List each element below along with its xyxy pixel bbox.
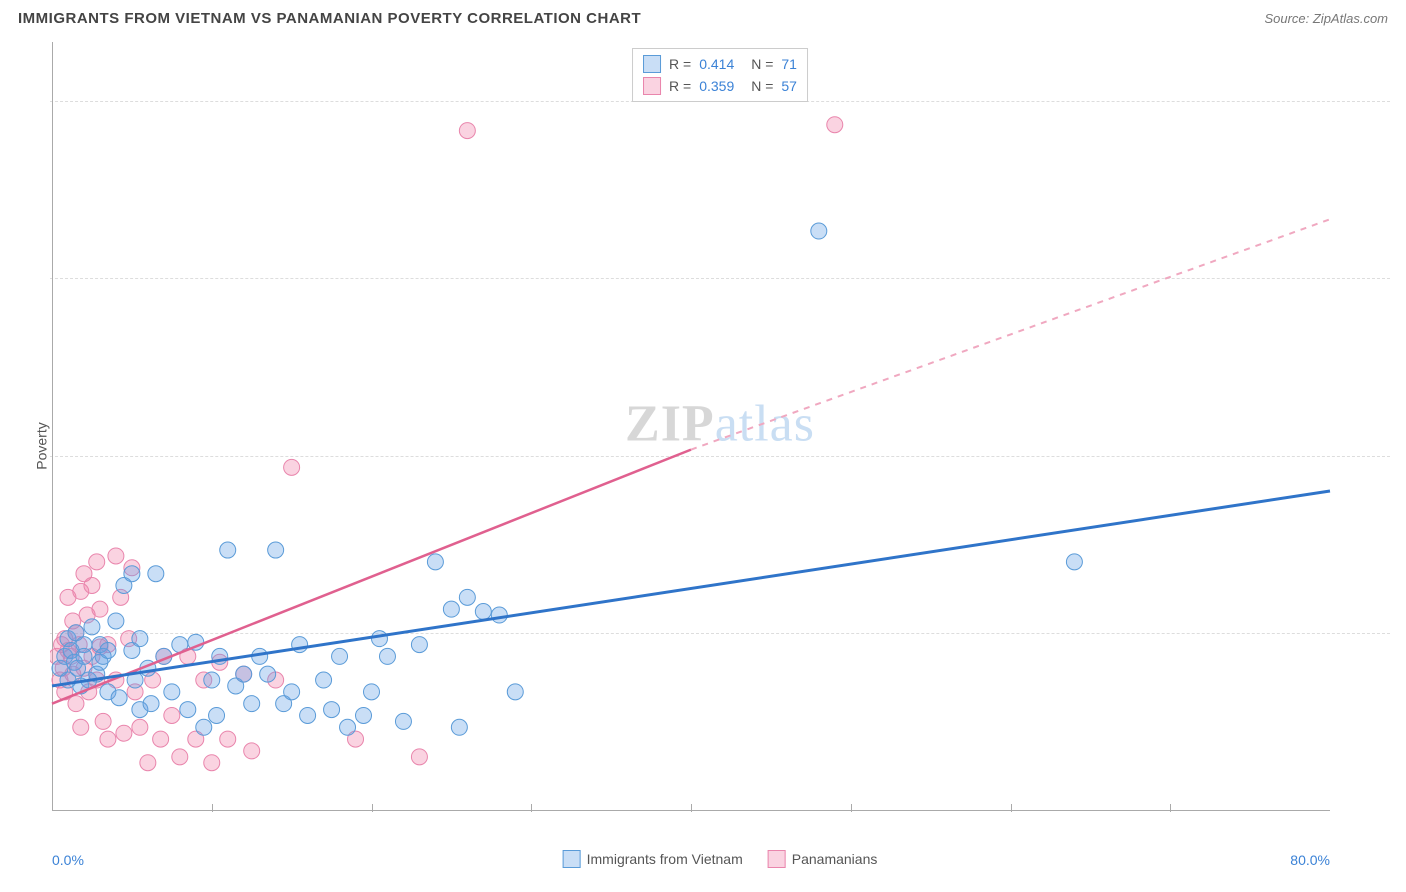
scatter-point-panamanian (92, 601, 108, 617)
n-label: N = (751, 56, 773, 72)
scatter-point-vietnam (143, 696, 159, 712)
scatter-point-panamanian (84, 578, 100, 594)
scatter-point-vietnam (148, 566, 164, 582)
scatter-point-vietnam (300, 707, 316, 723)
legend-swatch-blue (643, 55, 661, 73)
scatter-point-vietnam (364, 684, 380, 700)
scatter-point-vietnam (379, 648, 395, 664)
scatter-point-panamanian (100, 731, 116, 747)
scatter-point-vietnam (111, 690, 127, 706)
scatter-point-panamanian (459, 123, 475, 139)
scatter-point-panamanian (132, 719, 148, 735)
scatter-point-vietnam (236, 666, 252, 682)
trendline-panamanian-solid (52, 450, 691, 704)
trendline-vietnam (52, 491, 1330, 686)
scatter-point-vietnam (451, 719, 467, 735)
chart-plot-area: ZIPatlas R = 0.414 N = 71 R = 0.359 N = … (50, 40, 1390, 840)
series-legend: Immigrants from Vietnam Panamanians (563, 850, 878, 868)
r-value-panamanian: 0.359 (699, 78, 743, 94)
scatter-point-vietnam (132, 631, 148, 647)
correlation-legend-box: R = 0.414 N = 71 R = 0.359 N = 57 (632, 48, 808, 102)
scatter-point-vietnam (108, 613, 124, 629)
trendline-panamanian-dash (691, 219, 1330, 449)
scatter-point-vietnam (811, 223, 827, 239)
x-origin-label: 0.0% (52, 852, 84, 868)
scatter-point-panamanian (244, 743, 260, 759)
scatter-point-vietnam (244, 696, 260, 712)
scatter-point-vietnam (443, 601, 459, 617)
scatter-point-panamanian (284, 459, 300, 475)
scatter-point-vietnam (411, 637, 427, 653)
legend-swatch-pink-icon (768, 850, 786, 868)
scatter-point-panamanian (172, 749, 188, 765)
scatter-point-panamanian (73, 719, 89, 735)
scatter-point-vietnam (76, 648, 92, 664)
scatter-point-panamanian (164, 707, 180, 723)
scatter-point-panamanian (411, 749, 427, 765)
scatter-point-vietnam (371, 631, 387, 647)
n-value-panamanian: 57 (781, 78, 797, 94)
scatter-point-vietnam (84, 619, 100, 635)
scatter-point-panamanian (204, 755, 220, 771)
scatter-point-vietnam (268, 542, 284, 558)
scatter-point-vietnam (100, 642, 116, 658)
scatter-svg (50, 40, 1390, 840)
scatter-point-vietnam (220, 542, 236, 558)
legend-row-vietnam: R = 0.414 N = 71 (643, 53, 797, 75)
y-tick-label: 15.0% (1395, 625, 1406, 641)
x-max-label: 80.0% (1290, 852, 1330, 868)
scatter-point-panamanian (827, 117, 843, 133)
legend-item-panamanian: Panamanians (768, 850, 878, 868)
y-tick-label: 60.0% (1395, 93, 1406, 109)
scatter-point-vietnam (316, 672, 332, 688)
scatter-point-vietnam (356, 707, 372, 723)
r-label: R = (669, 78, 691, 94)
r-value-vietnam: 0.414 (699, 56, 743, 72)
y-tick-label: 45.0% (1395, 270, 1406, 286)
scatter-point-vietnam (180, 702, 196, 718)
y-tick-label: 30.0% (1395, 448, 1406, 464)
scatter-point-vietnam (491, 607, 507, 623)
legend-label-panamanian: Panamanians (792, 851, 878, 867)
scatter-point-vietnam (459, 589, 475, 605)
scatter-point-panamanian (68, 696, 84, 712)
scatter-point-vietnam (395, 713, 411, 729)
scatter-point-vietnam (507, 684, 523, 700)
scatter-point-vietnam (284, 684, 300, 700)
scatter-point-panamanian (140, 755, 156, 771)
scatter-point-panamanian (89, 554, 105, 570)
scatter-point-vietnam (209, 707, 225, 723)
axes-container: 15.0%30.0%45.0%60.0%0.0%80.0% (50, 40, 1390, 840)
scatter-point-vietnam (124, 566, 140, 582)
scatter-point-vietnam (1066, 554, 1082, 570)
scatter-point-panamanian (153, 731, 169, 747)
scatter-point-vietnam (340, 719, 356, 735)
scatter-point-vietnam (427, 554, 443, 570)
scatter-point-vietnam (475, 604, 491, 620)
scatter-point-panamanian (108, 548, 124, 564)
legend-item-vietnam: Immigrants from Vietnam (563, 850, 743, 868)
source-attribution: Source: ZipAtlas.com (1264, 11, 1388, 26)
legend-swatch-blue-icon (563, 850, 581, 868)
r-label: R = (669, 56, 691, 72)
n-value-vietnam: 71 (781, 56, 797, 72)
scatter-point-vietnam (332, 648, 348, 664)
y-axis-label: Poverty (34, 422, 50, 469)
scatter-point-panamanian (220, 731, 236, 747)
scatter-point-vietnam (196, 719, 212, 735)
scatter-point-vietnam (324, 702, 340, 718)
scatter-point-vietnam (204, 672, 220, 688)
scatter-point-vietnam (260, 666, 276, 682)
legend-row-panamanian: R = 0.359 N = 57 (643, 75, 797, 97)
scatter-point-panamanian (116, 725, 132, 741)
legend-label-vietnam: Immigrants from Vietnam (587, 851, 743, 867)
scatter-point-vietnam (164, 684, 180, 700)
scatter-point-panamanian (95, 713, 111, 729)
chart-title: IMMIGRANTS FROM VIETNAM VS PANAMANIAN PO… (18, 10, 641, 27)
n-label: N = (751, 78, 773, 94)
legend-swatch-pink (643, 77, 661, 95)
